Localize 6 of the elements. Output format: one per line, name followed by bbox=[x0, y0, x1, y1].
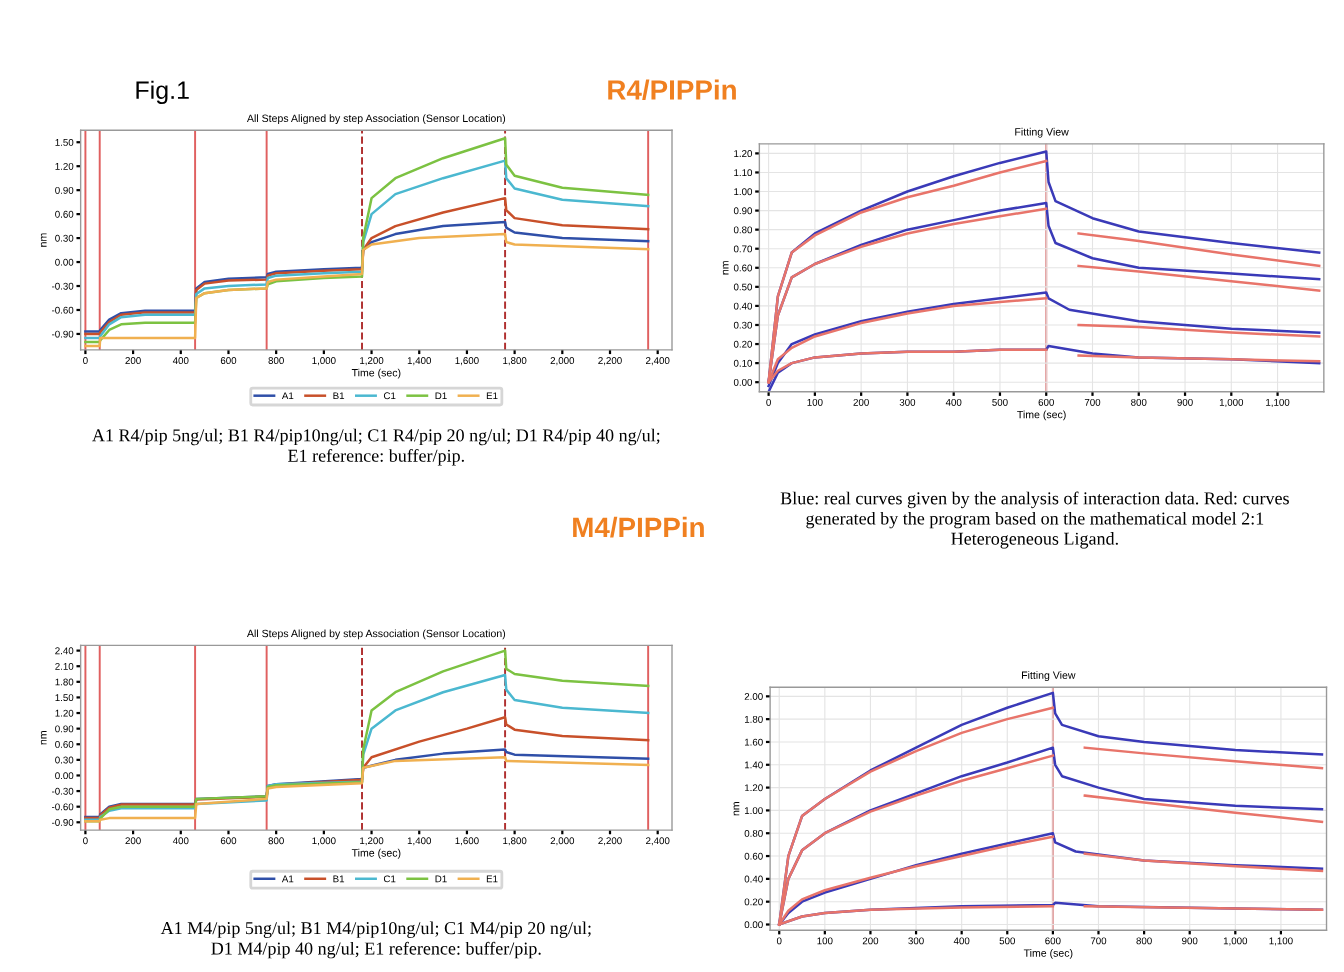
caption: Fig.1 bbox=[136, 80, 189, 104]
text: R4/PIPPin bbox=[608, 79, 736, 101]
text: M4/PIPPin bbox=[573, 516, 704, 538]
text: A1 R4/pip 5ng/ul; B1 R4/pip10ng/ul; C1 R4/pip 20 ng/ul; D1 R4/pip 40 ng/ul; E1 reference: buffer/pip. bbox=[92, 428, 660, 466]
text: Blue: real curves given by the analysis of interaction data. Red: curves generated by the program based on the mathematical model 2:1 Heterogeneous Ligand. bbox=[780, 491, 1289, 549]
text: A1 M4/pip 5ng/ul; B1 M4/pip10ng/ul; C1 M4/pip 20 ng/ul; D1 M4/pip 40 ng/ul; E1 reference: buffer/pip. bbox=[160, 921, 591, 959]
